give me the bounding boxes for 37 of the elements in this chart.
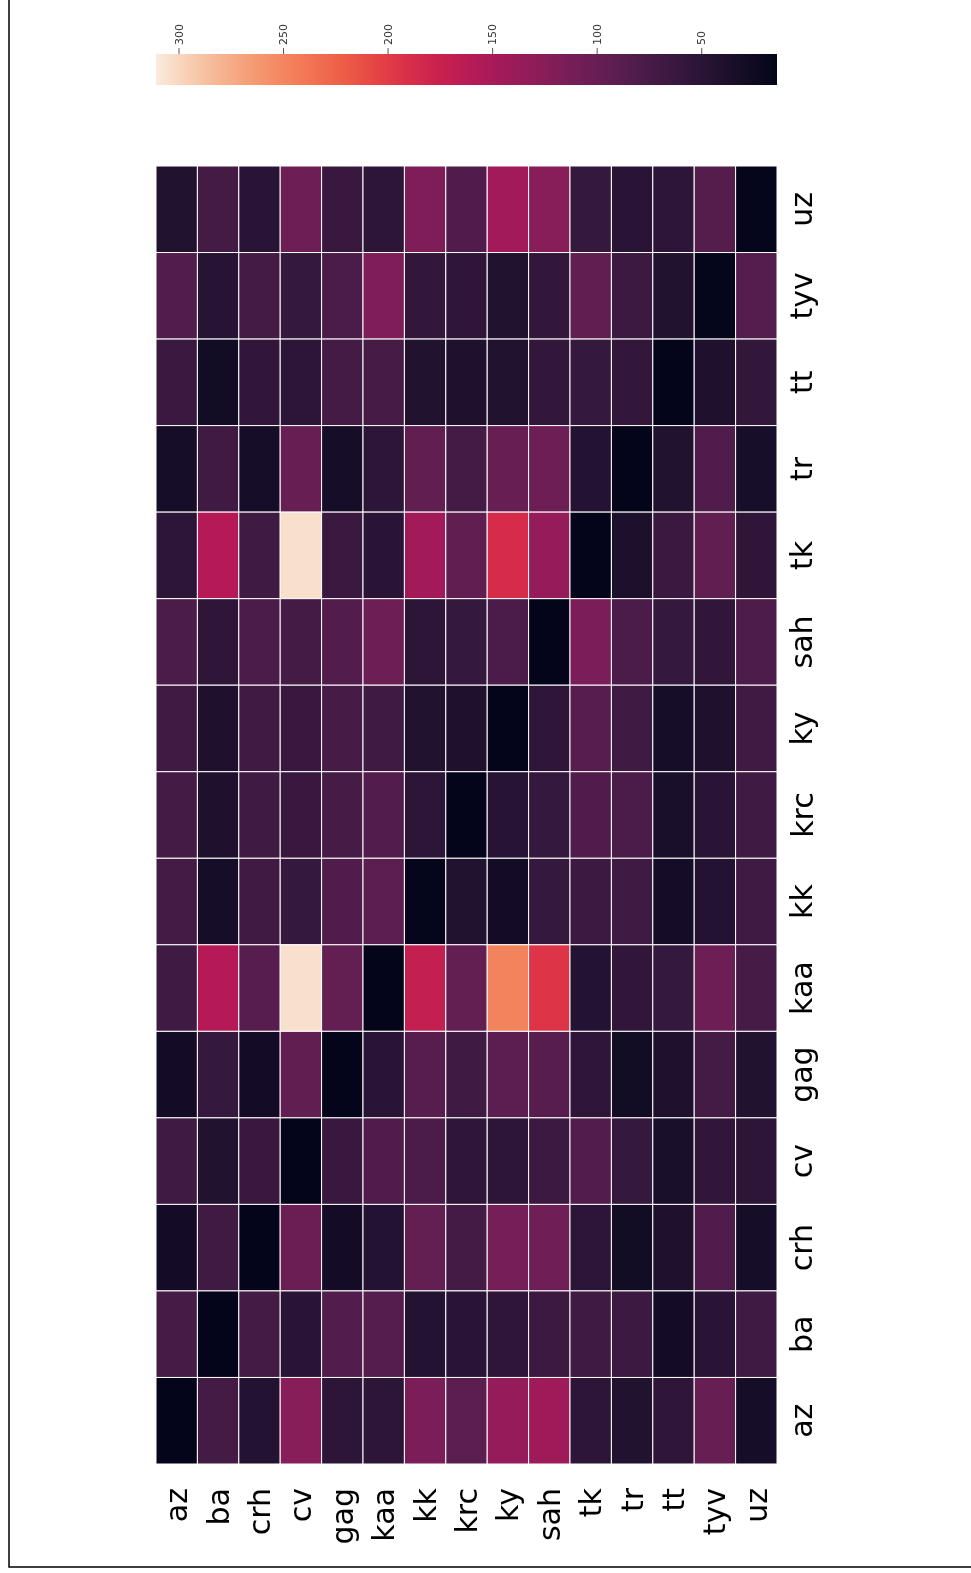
x-tick-label: tk xyxy=(573,1487,609,1518)
x-tick-label: sah xyxy=(531,1488,567,1542)
x-tick-label: ky xyxy=(490,1488,526,1523)
color-bar-label: 200 xyxy=(381,24,395,45)
y-tick-label: kaa xyxy=(784,961,820,1015)
y-tick-label: kk xyxy=(784,883,820,919)
x-tick-label: kaa xyxy=(366,1488,402,1542)
y-tick-label: krc xyxy=(784,792,820,838)
x-tick-label: tr xyxy=(614,1487,650,1513)
x-tick-label: cv xyxy=(283,1488,319,1523)
color-bar-label: 150 xyxy=(486,24,500,45)
x-tick-label: tt xyxy=(656,1487,691,1512)
y-tick-label: cv xyxy=(784,1144,820,1179)
y-tick-label: ky xyxy=(784,711,820,746)
x-tick-label: az xyxy=(159,1488,195,1523)
x-tick-label: kk xyxy=(407,1487,443,1523)
x-tick-label: uz xyxy=(738,1488,774,1523)
x-tick-label: crh xyxy=(242,1488,277,1536)
y-tick-label: ba xyxy=(784,1315,820,1353)
color-bar-label: 250 xyxy=(277,24,291,45)
y-tick-label: gag xyxy=(784,1046,820,1103)
y-tick-label: crh xyxy=(784,1224,820,1272)
color-bar-label: 100 xyxy=(590,24,604,45)
x-tick-label: krc xyxy=(449,1488,484,1534)
x-tick-label: tyv xyxy=(697,1488,733,1536)
x-tick-label: ba xyxy=(200,1488,236,1526)
y-tick-label: tyv xyxy=(784,272,820,320)
y-tick-label: tr xyxy=(784,456,820,481)
y-tick-label: uz xyxy=(784,191,820,227)
y-tick-label: sah xyxy=(784,615,820,669)
x-tick-label: gag xyxy=(324,1488,360,1545)
y-tick-label: tt xyxy=(784,370,820,395)
color-bar-label: 300 xyxy=(172,24,186,45)
color-bar-label: 50 xyxy=(695,31,709,45)
y-tick-label: az xyxy=(784,1403,820,1438)
colorbar: 300 250 200 150 100 50 xyxy=(156,24,777,85)
y-tick-label: tk xyxy=(784,540,820,570)
